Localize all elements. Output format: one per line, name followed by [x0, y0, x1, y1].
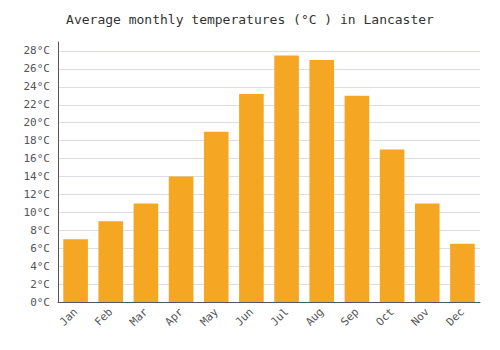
svg-text:20°C: 20°C: [24, 116, 51, 129]
svg-text:8°C: 8°C: [30, 224, 50, 237]
svg-text:Jul: Jul: [268, 305, 291, 328]
svg-text:Jun: Jun: [233, 305, 256, 328]
svg-text:May: May: [198, 305, 221, 328]
svg-text:16°C: 16°C: [24, 152, 51, 165]
svg-text:Oct: Oct: [373, 305, 396, 328]
svg-text:Average monthly temperatures (: Average monthly temperatures (°C ) in La…: [66, 12, 434, 27]
svg-text:Apr: Apr: [162, 305, 185, 328]
svg-text:2°C: 2°C: [30, 278, 50, 291]
svg-text:0°C: 0°C: [30, 296, 50, 309]
svg-text:Nov: Nov: [409, 305, 432, 328]
svg-text:Mar: Mar: [127, 305, 150, 328]
svg-text:24°C: 24°C: [24, 80, 51, 93]
svg-text:12°C: 12°C: [24, 188, 51, 201]
svg-text:6°C: 6°C: [30, 242, 50, 255]
svg-text:10°C: 10°C: [24, 206, 51, 219]
svg-text:18°C: 18°C: [24, 134, 51, 147]
svg-text:22°C: 22°C: [24, 98, 51, 111]
svg-text:26°C: 26°C: [24, 62, 51, 75]
svg-text:Aug: Aug: [303, 305, 326, 328]
svg-text:4°C: 4°C: [30, 260, 50, 273]
svg-text:14°C: 14°C: [24, 170, 51, 183]
svg-text:28°C: 28°C: [24, 44, 51, 57]
svg-text:Jan: Jan: [57, 305, 80, 328]
svg-text:Sep: Sep: [338, 305, 361, 328]
svg-text:Dec: Dec: [444, 305, 467, 328]
svg-text:Feb: Feb: [92, 305, 115, 328]
